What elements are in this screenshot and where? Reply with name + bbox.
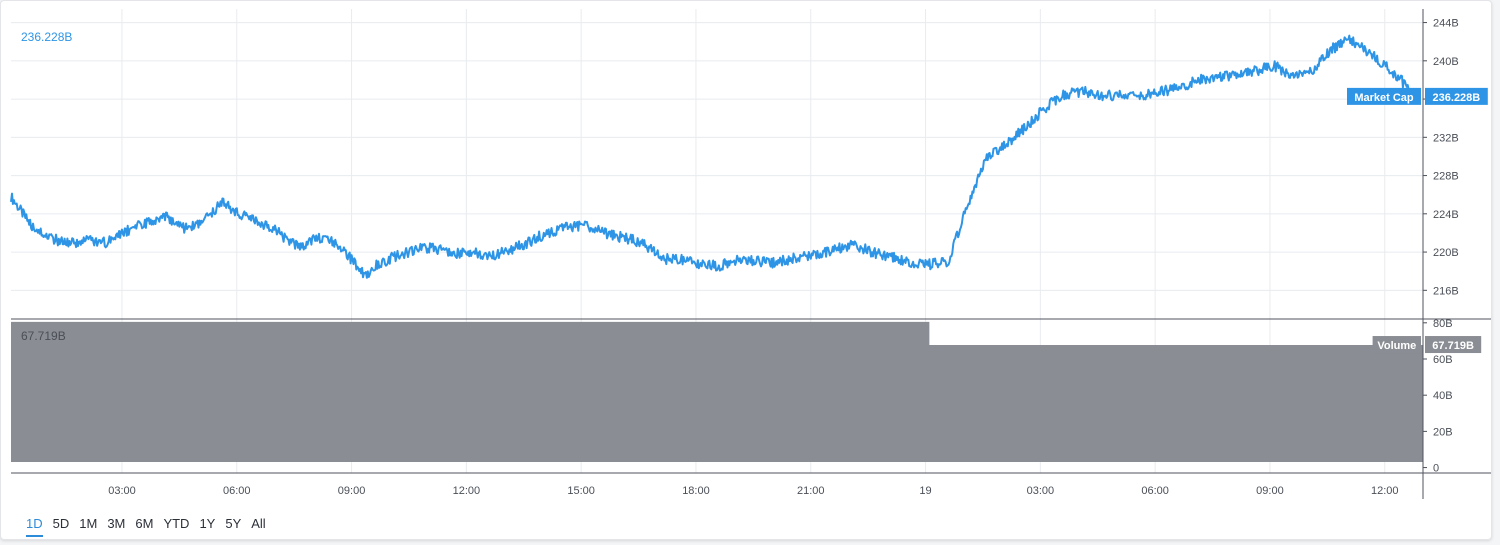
x-tick-label: 18:00 [682,485,710,497]
price-y-tick-label: 228B [1433,171,1459,183]
range-button-1d[interactable]: 1D [21,514,48,537]
x-tick-label: 19 [919,485,931,497]
volume-tag-value-box [1425,336,1482,354]
price-y-tick-label: 220B [1433,247,1459,259]
chart-area[interactable]: 03:00 06:00 09:00 12:00 15:00 18:00 21:00 19 03:… [1,1,1491,506]
x-tick-label: 09:00 [338,485,366,497]
range-button-1m[interactable]: 1M [79,515,98,531]
x-tick-label: 12:00 [1371,485,1399,497]
volume-legend-value: 67.719B [21,329,66,343]
volume-tag-value: 67.719B [1432,340,1474,352]
x-tick-label: 09:00 [1256,485,1284,497]
x-tick-label: 15:00 [567,485,595,497]
x-tick-label: 06:00 [1141,485,1169,497]
market-cap-line [10,34,1416,279]
time-range-selector: 1D 5D 1M 3M 6M YTD 1Y 5Y All [21,511,271,537]
price-y-tick-label: 216B [1433,285,1459,297]
volume-y-tick-label: 80B [1433,318,1453,330]
tags-layer: Market Cap 236.228B Volume 67.719B [1347,87,1488,354]
range-button-6m[interactable]: 6M [135,515,154,531]
x-tick-label: 06:00 [223,485,251,497]
range-button-5d[interactable]: 5D [52,515,70,531]
x-tick-label: 03:00 [1027,485,1055,497]
volume-y-tick-label: 60B [1433,354,1453,366]
price-legend-value: 236.228B [21,30,72,44]
price-y-tick-label: 224B [1433,209,1459,221]
volume-tag-name-box [1372,336,1421,354]
volume-pane [11,321,1423,462]
market-cap-tag-name: Market Cap [1354,92,1414,104]
price-y-tick-label: 232B [1433,132,1459,144]
range-button-all[interactable]: All [251,515,266,531]
price-y-tick-label: 240B [1433,56,1459,68]
x-tick-label: 12:00 [453,485,481,497]
range-button-ytd[interactable]: YTD [163,515,190,531]
market-cap-tag-value: 236.228B [1433,92,1481,104]
axes-layer: 03:00 06:00 09:00 12:00 15:00 18:00 21:00 19 03:… [11,9,1491,499]
volume-tag: Volume 67.719B [1372,336,1482,354]
market-cap-tag-name-box [1347,87,1421,105]
volume-area [11,321,1423,462]
volume-y-tick-label: 40B [1433,390,1453,402]
volume-tag-name: Volume [1377,340,1416,352]
market-cap-tag-value-box [1425,87,1488,105]
price-y-tick-label: 244B [1433,18,1459,30]
range-button-1y[interactable]: 1Y [199,515,216,531]
x-tick-label: 21:00 [797,485,825,497]
range-button-5y[interactable]: 5Y [225,515,242,531]
market-cap-tag: Market Cap 236.228B [1347,87,1488,105]
price-pane [10,34,1416,279]
volume-y-tick-label: 20B [1433,426,1453,438]
x-tick-label: 03:00 [108,485,136,497]
grid-layer [11,9,1423,473]
volume-y-tick-label: 0 [1433,463,1439,475]
range-button-3m[interactable]: 3M [107,515,126,531]
